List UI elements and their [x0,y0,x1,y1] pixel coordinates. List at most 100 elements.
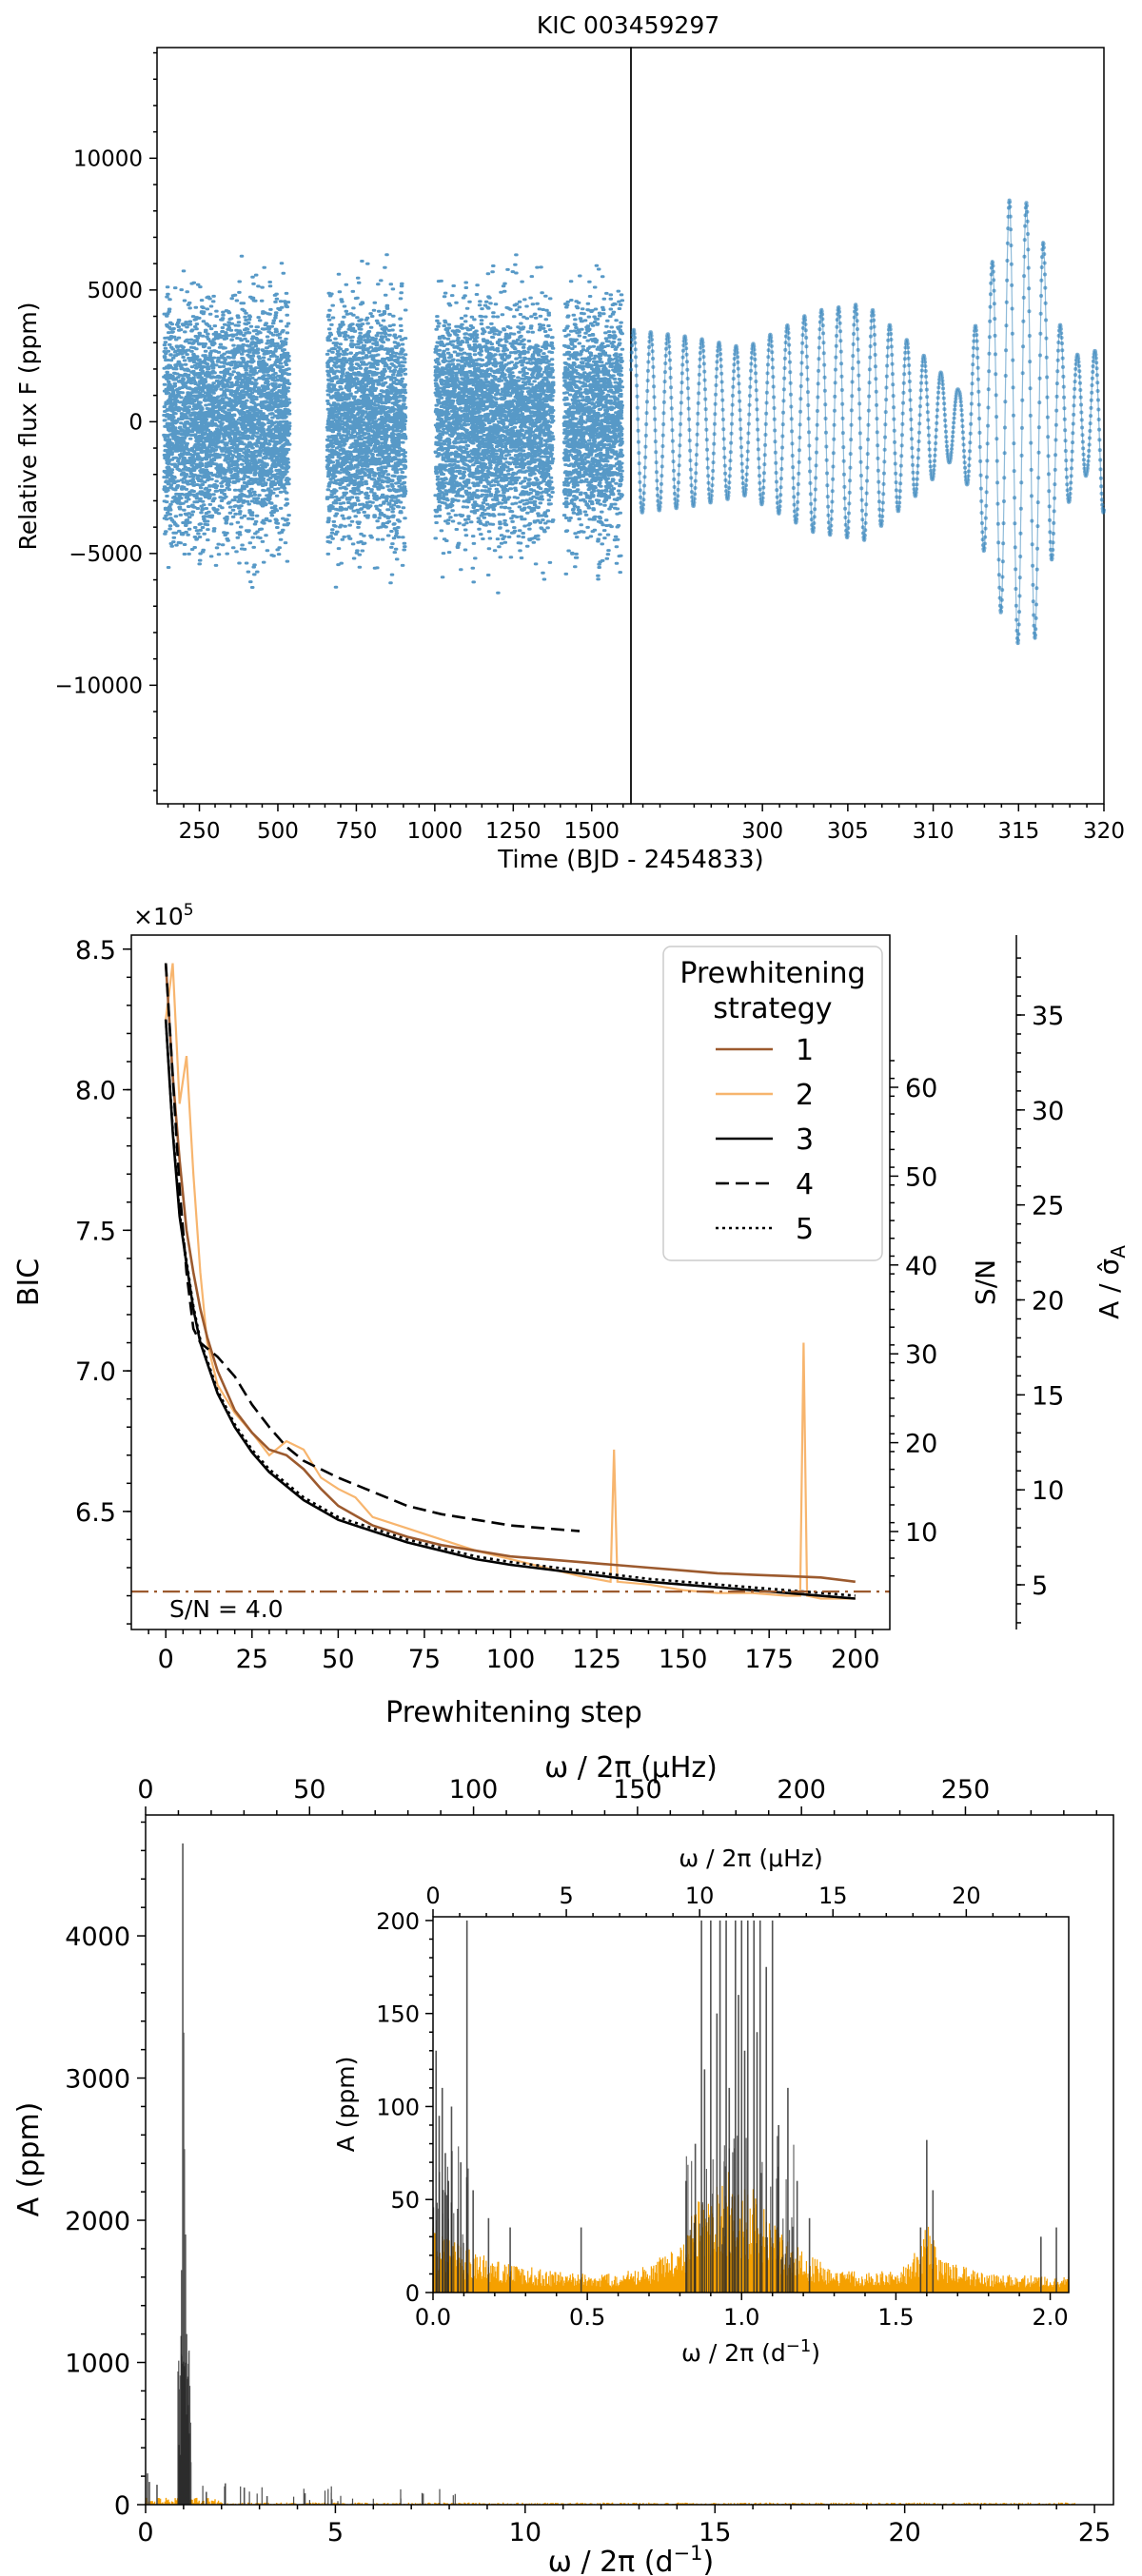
x-tick-label: 50 [322,1645,354,1674]
spectrum-extracted-frequencies [147,1843,456,2505]
x-tick-label: 25 [236,1645,268,1674]
amp-tick-label: 5 [1032,1571,1048,1601]
inset-y-tick-label: 100 [376,2094,420,2120]
x-tick-label: 300 [741,819,783,844]
lightcurve-title: KIC 003459297 [537,11,719,39]
legend-label-1: 1 [796,1034,814,1067]
y-tick-label: −10000 [55,673,143,698]
bic-x-ticks: 0 25 50 75 100 125 150 175 200 [148,1630,880,1674]
x-tick-label: 100 [486,1645,536,1674]
top-x-tick-label: 150 [613,1775,662,1805]
lightcurve-full-points [162,253,625,595]
inset-x-tick-label: 1.5 [877,2304,914,2331]
bic-legend: Prewhitening strategy 1 2 3 4 5 [662,946,883,1261]
inset-y-tick-label: 50 [390,2187,420,2214]
inset-frame [432,1916,1070,2293]
inset-top-x-tick-label: 0 [425,1883,440,1909]
y-tick-label: 0 [114,2491,130,2521]
amp-tick-label: 35 [1032,1002,1064,1031]
x-tick-label: 0 [137,2518,153,2547]
lightcurve-zoom-frame [630,47,1105,805]
bic-series-3 [164,1019,856,1600]
inset-top-x-ticks: 0 5 10 15 20 [425,1883,1048,1917]
x-tick-label: 15 [699,2518,731,2547]
inset-top-x-tick-label: 10 [685,1883,715,1909]
flux-points [162,253,625,595]
legend-entries: 1 2 3 4 5 [716,1034,814,1246]
inset-y-tick-label: 150 [376,2001,420,2028]
x-tick-label: 125 [572,1645,621,1674]
y-tick-label: 6.5 [75,1498,116,1528]
bic-series-4 [164,963,581,1532]
top-x-tick-label: 100 [449,1775,499,1805]
y-tick-label: 5000 [87,279,143,303]
spectrum-residual-periodogram [145,2497,1075,2505]
sn-axis: 10 20 30 40 50 60 [890,1060,937,1577]
bic-panel: ×105 S/N = 4.0 6.57.07.58.08.5 0 25 50 75 10… [12,901,1130,1729]
lightcurve-x-ticks-full: 250 500 750 1000 1250 1500 [167,804,624,844]
sn-tick-label: 20 [905,1430,937,1459]
x-tick-label: 750 [335,819,377,844]
spectrum-inset: 0 50 100 150 200 0.0 0.5 1.0 1.5 2.0 0 5 10 15 20 ω … [332,1844,1070,2367]
spectrum-x-ticks: 0 5 10 15 20 25 [137,2505,1111,2547]
inset-top-x-tick-label: 15 [818,1883,848,1909]
spectrum-x-label: ω / 2π (d−1) [548,2542,714,2576]
spectrum-y-label: A (ppm) [12,2102,46,2217]
x-tick-label: 175 [744,1645,794,1674]
legend-title-line1: Prewhitening [679,957,865,990]
spectrum-top-x-label: ω / 2π (μHz) [544,1751,718,1785]
spectrum-y-ticks: 0 1000 2000 3000 4000 [65,1821,146,2521]
inset-y-tick-label: 200 [376,1908,420,1935]
sn-tick-label: 50 [905,1162,937,1192]
lightcurve-zoom-points [629,198,1107,646]
inset-x-label: ω / 2π (d−1) [681,2336,820,2367]
inset-top-x-tick-label: 5 [559,1883,573,1909]
lightcurve-panel: KIC 003459297 −10000 −5000 0 5000 10000 250 5… [14,11,1125,874]
top-x-tick-label: 250 [941,1775,991,1805]
inset-x-tick-label: 0.0 [415,2304,451,2331]
legend-box [662,946,883,1261]
lightcurve-y-label: Relative flux F (ppm) [14,302,42,550]
x-tick-label: 10 [509,2518,541,2547]
inset-x-ticks: 0.0 0.5 1.0 1.5 2.0 [415,2293,1069,2331]
zoom-flux-points [629,198,1107,646]
zoom-flux-line [630,200,1105,646]
y-tick-label: 0 [128,410,143,435]
bic-series-1 [164,963,856,1584]
legend-label-2: 2 [796,1079,814,1112]
top-x-tick-label: 200 [777,1775,826,1805]
amp-tick-label: 10 [1032,1476,1064,1506]
y-tick-label: 8.5 [75,936,116,966]
y-tick-label: 7.5 [75,1217,116,1246]
sn-tick-label: 40 [905,1252,937,1281]
inset-x-tick-label: 2.0 [1032,2304,1068,2331]
inset-top-x-tick-label: 20 [952,1883,981,1909]
x-tick-label: 0 [158,1645,174,1674]
y-tick-label: 3000 [65,2065,130,2095]
bic-series-lines [164,963,856,1600]
legend-label-4: 4 [796,1168,814,1201]
residual-bars [145,2497,1075,2505]
inset-x-tick-label: 1.0 [723,2304,759,2331]
bic-y-ticks: 6.5 7.0 7.5 8.0 8.5 [75,936,131,1625]
legend-label-3: 3 [796,1123,814,1157]
x-tick-label: 500 [257,819,299,844]
x-tick-label: 1000 [407,819,463,844]
top-x-tick-label: 50 [293,1775,325,1805]
y-tick-label: 8.0 [75,1077,116,1106]
bic-x-label: Prewhitening step [385,1696,642,1729]
x-tick-label: 320 [1083,819,1125,844]
bic-multiplier: ×105 [133,901,194,930]
x-tick-label: 200 [831,1645,880,1674]
x-tick-label: 75 [408,1645,441,1674]
lightcurve-x-ticks-zoom: 300 305 310 315 320 [641,804,1125,844]
inset-background [433,1917,1069,2293]
inset-y-label: A (ppm) [332,2057,360,2153]
lightcurve-x-label: Time (BJD - 2454833) [497,846,763,874]
sn-tick-label: 60 [905,1074,937,1103]
bic-series-5 [164,1019,856,1597]
x-tick-label: 150 [659,1645,708,1674]
spectrum-top-x-ticks: 0 50 100 150 200 250 [137,1775,1098,1815]
